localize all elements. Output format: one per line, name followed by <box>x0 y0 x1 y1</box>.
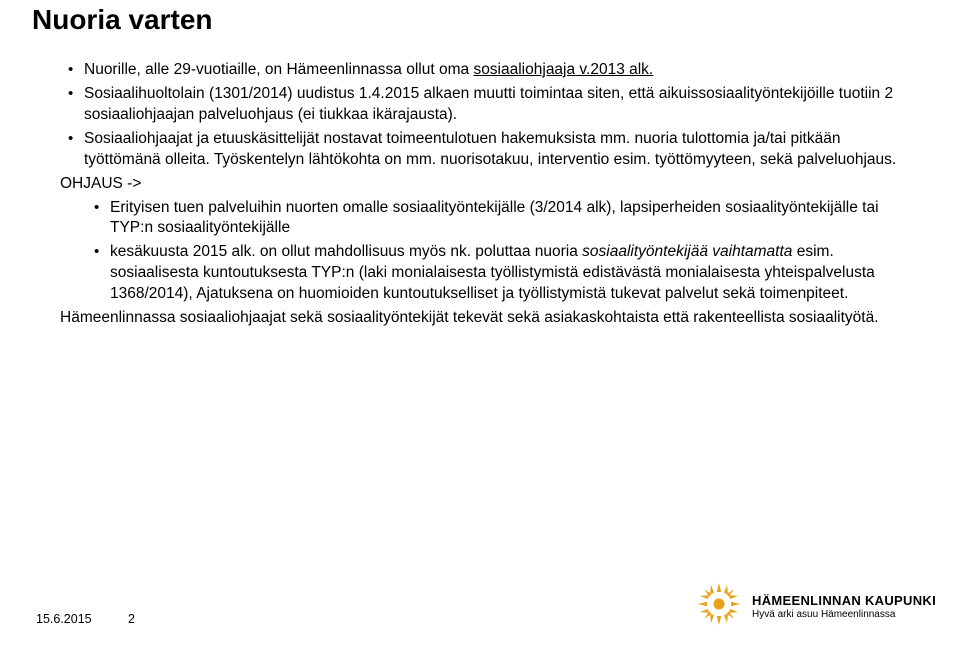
bullet-1-underline: sosiaaliohjaaja v.2013 alk. <box>473 61 653 78</box>
sub-bullet-1: Erityisen tuen palveluihin nuorten omall… <box>86 198 900 240</box>
logo-line1: HÄMEENLINNAN KAUPUNKI <box>752 593 936 608</box>
footer-date: 15.6.2015 <box>36 612 92 626</box>
sub-2-pre: kesäkuusta 2015 alk. on ollut mahdollisu… <box>110 243 582 260</box>
bullet-3: Sosiaaliohjaajat ja etuuskäsittelijät no… <box>60 129 900 171</box>
footer-page: 2 <box>128 612 135 626</box>
sub-2-italic: sosiaalityöntekijää vaihtamatta <box>582 243 792 260</box>
sub-bullets: Erityisen tuen palveluihin nuorten omall… <box>60 198 900 306</box>
logo-line2: Hyvä arki asuu Hämeenlinnassa <box>752 609 936 620</box>
content-area: Nuorille, alle 29-vuotiaille, on Hämeenl… <box>60 60 900 329</box>
ohjaus-label: OHJAUS -> <box>60 174 900 195</box>
bullet-2: Sosiaalihuoltolain (1301/2014) uudistus … <box>60 84 900 126</box>
sun-icon <box>696 581 742 632</box>
sub-bullet-2: kesäkuusta 2015 alk. on ollut mahdollisu… <box>86 242 900 305</box>
footer-logo: HÄMEENLINNAN KAUPUNKI Hyvä arki asuu Häm… <box>696 581 936 632</box>
logo-text: HÄMEENLINNAN KAUPUNKI Hyvä arki asuu Häm… <box>752 593 936 620</box>
main-bullets: Nuorille, alle 29-vuotiaille, on Hämeenl… <box>60 60 900 171</box>
bullet-1-pre: Nuorille, alle 29-vuotiaille, on Hämeenl… <box>84 61 473 78</box>
page-title: Nuoria varten <box>32 4 213 36</box>
bullet-1: Nuorille, alle 29-vuotiaille, on Hämeenl… <box>60 60 900 81</box>
closing-text: Hämeenlinnassa sosiaaliohjaajat sekä sos… <box>60 308 900 329</box>
